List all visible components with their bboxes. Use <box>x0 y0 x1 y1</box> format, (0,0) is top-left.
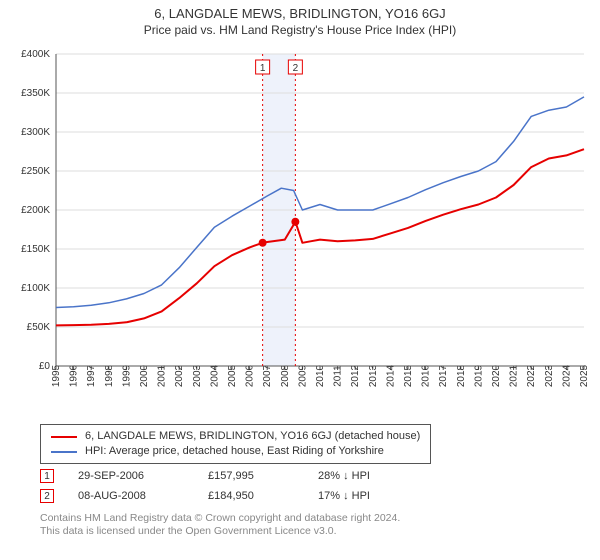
marker-price: £184,950 <box>208 490 318 502</box>
page-title: 6, LANGDALE MEWS, BRIDLINGTON, YO16 6GJ <box>0 0 600 21</box>
svg-text:2007: 2007 <box>262 364 273 387</box>
legend: 6, LANGDALE MEWS, BRIDLINGTON, YO16 6GJ … <box>40 424 431 464</box>
svg-text:2005: 2005 <box>227 364 238 387</box>
svg-text:£350K: £350K <box>21 88 50 99</box>
marker-hpi-diff: 28% ↓ HPI <box>318 470 418 482</box>
footnote-line2: This data is licensed under the Open Gov… <box>40 525 400 538</box>
svg-text:2013: 2013 <box>368 364 379 387</box>
legend-label: 6, LANGDALE MEWS, BRIDLINGTON, YO16 6GJ … <box>85 429 420 444</box>
page-subtitle: Price paid vs. HM Land Registry's House … <box>0 21 600 43</box>
svg-text:1999: 1999 <box>121 364 132 387</box>
svg-text:2008: 2008 <box>280 364 291 387</box>
marker-number-box: 2 <box>40 489 54 503</box>
legend-row: 6, LANGDALE MEWS, BRIDLINGTON, YO16 6GJ … <box>51 429 420 444</box>
markers-table: 1 29-SEP-2006£157,99528% ↓ HPI 2 08-AUG-200… <box>40 466 418 506</box>
svg-text:£250K: £250K <box>21 166 50 177</box>
svg-text:1995: 1995 <box>51 364 62 387</box>
legend-row: HPI: Average price, detached house, East… <box>51 444 420 459</box>
svg-text:2004: 2004 <box>209 364 220 387</box>
svg-text:1998: 1998 <box>104 364 115 387</box>
svg-text:2009: 2009 <box>297 364 308 387</box>
svg-text:£0: £0 <box>39 361 51 372</box>
svg-text:2020: 2020 <box>491 364 502 387</box>
svg-text:2021: 2021 <box>509 364 520 387</box>
svg-text:2018: 2018 <box>456 364 467 387</box>
marker-date: 29-SEP-2006 <box>78 470 208 482</box>
marker-row: 1 29-SEP-2006£157,99528% ↓ HPI <box>40 466 418 486</box>
legend-label: HPI: Average price, detached house, East… <box>85 444 384 459</box>
svg-text:2012: 2012 <box>350 364 361 387</box>
marker-number-box: 1 <box>40 469 54 483</box>
svg-text:2003: 2003 <box>192 364 203 387</box>
svg-text:2023: 2023 <box>544 364 555 387</box>
svg-text:2006: 2006 <box>245 364 256 387</box>
svg-text:2014: 2014 <box>385 364 396 387</box>
legend-swatch <box>51 451 77 453</box>
svg-text:1: 1 <box>260 63 266 74</box>
svg-text:2016: 2016 <box>421 364 432 387</box>
footnote: Contains HM Land Registry data © Crown c… <box>40 512 400 538</box>
marker-date: 08-AUG-2008 <box>78 490 208 502</box>
legend-swatch <box>51 436 77 438</box>
svg-text:2022: 2022 <box>526 364 537 387</box>
price-chart: £0 £50K £100K £150K £200K £250K £300K £350K £400… <box>8 48 592 416</box>
svg-text:2: 2 <box>293 63 299 74</box>
svg-text:£100K: £100K <box>21 283 50 294</box>
footnote-line1: Contains HM Land Registry data © Crown c… <box>40 512 400 525</box>
svg-text:1997: 1997 <box>86 364 97 387</box>
svg-text:2015: 2015 <box>403 364 414 387</box>
svg-text:2010: 2010 <box>315 364 326 387</box>
svg-text:2025: 2025 <box>579 364 590 387</box>
svg-text:2002: 2002 <box>174 364 185 387</box>
marker-price: £157,995 <box>208 470 318 482</box>
svg-text:2011: 2011 <box>333 365 344 387</box>
marker-hpi-diff: 17% ↓ HPI <box>318 490 418 502</box>
svg-text:2017: 2017 <box>438 364 449 387</box>
svg-text:2001: 2001 <box>157 364 168 387</box>
chart-svg: £0 £50K £100K £150K £200K £250K £300K £350K £400… <box>8 48 592 416</box>
svg-text:1996: 1996 <box>69 364 80 387</box>
svg-text:£300K: £300K <box>21 127 50 138</box>
marker-row: 2 08-AUG-2008£184,95017% ↓ HPI <box>40 486 418 506</box>
svg-text:2000: 2000 <box>139 364 150 387</box>
svg-text:£400K: £400K <box>21 49 50 60</box>
svg-text:£50K: £50K <box>27 322 51 333</box>
svg-text:2019: 2019 <box>473 364 484 387</box>
svg-text:£200K: £200K <box>21 205 50 216</box>
svg-text:2024: 2024 <box>561 364 572 387</box>
svg-text:£150K: £150K <box>21 244 50 255</box>
